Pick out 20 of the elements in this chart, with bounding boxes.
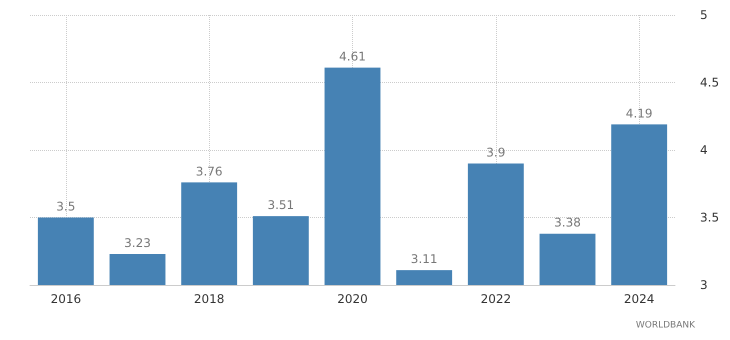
data-label: 3.11 (410, 252, 438, 266)
y-tick-label: 4 (700, 143, 708, 157)
x-tick-label: 2020 (337, 292, 368, 306)
data-label: 4.61 (339, 50, 366, 64)
y-tick-label: 3.5 (700, 210, 720, 224)
data-label: 3.5 (56, 200, 76, 214)
x-tick-label: 2018 (194, 292, 224, 306)
y-tick-label: 4.5 (700, 76, 720, 90)
x-tick-label: 2016 (50, 292, 82, 306)
data-label: 3.23 (124, 236, 151, 250)
text: WORLDBANK (636, 320, 696, 330)
y-tick-label: 5 (700, 8, 708, 22)
data-label: 3.38 (554, 216, 581, 230)
data-label: 3.9 (486, 146, 506, 160)
data-label: 3.76 (196, 164, 223, 178)
data-label: 3.51 (267, 198, 294, 212)
y-tick-label: 3 (700, 278, 708, 292)
x-tick-label: 2022 (480, 292, 512, 306)
x-tick-label: 2024 (624, 292, 654, 306)
data-label: 4.19 (626, 106, 653, 120)
